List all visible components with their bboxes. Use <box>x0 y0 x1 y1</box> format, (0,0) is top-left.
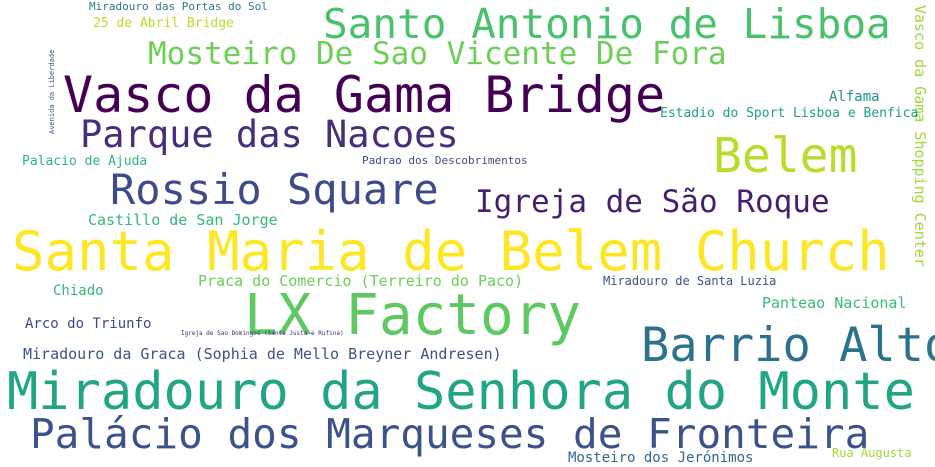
word-santo-antonio-de-lisboa: Santo Antonio de Lisboa <box>323 0 891 48</box>
word-parque-das-nacoes: Parque das Nacoes <box>80 113 459 156</box>
word-barrio-alto: Barrio Alto <box>641 318 935 373</box>
word-vasco-da-gama-bridge: Vasco da Gama Bridge <box>63 66 666 124</box>
word-santa-maria-belem: Santa Maria de Belem Church <box>12 220 890 283</box>
word-estadio-benfica: Estadio do Sport Lisboa e Benfica <box>660 106 919 121</box>
word-panteao-nacional: Panteao Nacional <box>762 294 907 312</box>
word-arco-do-triunfo: Arco do Triunfo <box>25 316 152 332</box>
word-rua-augusta: Rua Augusta <box>832 446 912 460</box>
word-chiado: Chiado <box>53 283 104 299</box>
word-castillo-san-jorge: Castillo de San Jorge <box>88 211 278 229</box>
word-rossio-square: Rossio Square <box>110 165 439 214</box>
word-lx-factory: LX Factory <box>244 283 582 348</box>
word-igreja-sao-roque: Igreja de São Roque <box>475 184 830 220</box>
word-vasco-shopping-center: Vasco da Gama Shopping Center <box>911 5 929 267</box>
word-mosteiro-dos-jeronimos: Mosteiro dos Jerónimos <box>568 450 754 466</box>
word-mosteiro-sao-vicente: Mosteiro De Sao Vicente De Fora <box>148 36 727 72</box>
word-miradouro-santa-luzia: Miradouro de Santa Luzia <box>603 274 777 288</box>
word-miradouro-da-graca: Miradouro da Graca (Sophia de Mello Brey… <box>23 345 502 363</box>
word-avenida-da-liberdade: Avenida da Liberdade <box>48 49 56 134</box>
word-miradouro-portas-sol: Miradouro das Portas do Sol <box>89 0 268 13</box>
word-praca-do-comercio: Praca do Comercio (Terreiro do Paco) <box>198 272 524 290</box>
word-igreja-sao-domingos: Igreja de Sao Domingos (Santa Justa e Ru… <box>181 330 344 337</box>
word-25-de-abril-bridge: 25 de Abril Bridge <box>93 16 234 31</box>
word-palacio-de-ajuda: Palacio de Ajuda <box>22 154 148 169</box>
word-miradouro-senhora-do-monte: Miradouro da Senhora do Monte <box>7 362 915 422</box>
word-belem: Belem <box>713 128 858 184</box>
word-palacio-marqueses-fronteira: Palácio dos Marqueses de Fronteira <box>30 410 870 458</box>
word-padrao-descobrimentos: Padrao dos Descobrimentos <box>362 154 528 167</box>
word-alfama: Alfama <box>829 89 880 105</box>
